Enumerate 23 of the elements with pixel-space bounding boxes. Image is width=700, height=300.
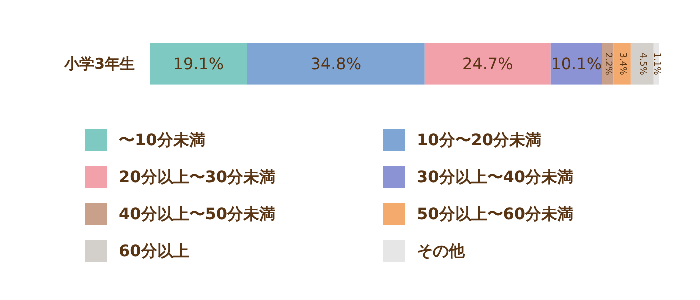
bar [247, 43, 425, 85]
data-label: 3.4% [617, 52, 628, 76]
bar [614, 43, 631, 85]
data-label: 19.1% [173, 54, 224, 74]
bar [550, 43, 602, 85]
data-label: 10.1% [551, 54, 602, 74]
bar [424, 43, 551, 85]
legend-label: 20分以上〜30分未満 [119, 168, 276, 186]
data-label: 1.1% [652, 52, 662, 76]
y-tick-label: 小学3年生 [64, 55, 135, 73]
legend-label: その他 [417, 242, 466, 260]
legend-label: 40分以上〜50分未満 [119, 204, 276, 224]
data-label: 2.2% [602, 52, 613, 76]
bar [630, 43, 654, 85]
legend-label: 〜10分未満 [119, 130, 206, 150]
legend-label: 30分以上〜40分未満 [417, 168, 574, 186]
data-label: 4.5% [637, 52, 648, 76]
data-label: 24.7% [462, 54, 514, 74]
legend-label: 60分以上 [119, 242, 190, 260]
data-label: 34.8% [310, 54, 362, 74]
legend-label: 10分〜20分未満 [417, 130, 542, 150]
legend-label: 50分以上〜60分未満 [417, 204, 574, 224]
bar [150, 43, 248, 85]
